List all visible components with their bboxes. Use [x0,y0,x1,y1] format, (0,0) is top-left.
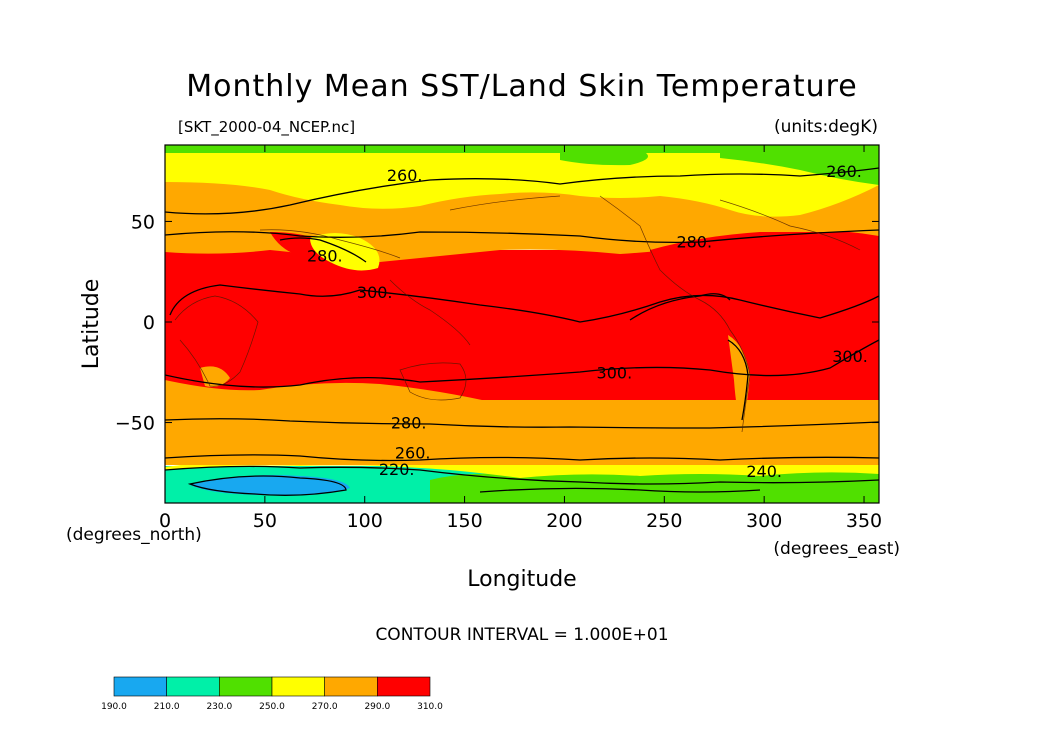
colorbar-swatch [166,676,220,697]
chart-title: Monthly Mean SST/Land Skin Temperature [186,69,857,104]
band-tropics-south-edge [165,380,879,420]
x-unit-label: (degrees_east) [773,539,900,559]
x-tick-label: 100 [347,510,383,532]
colorbar: 190.0 210.0 230.0 250.0 270.0 290.0 310.0 [101,676,443,712]
plot-frame [164,144,880,504]
colorbar-level-label: 270.0 [312,702,338,712]
colorbar-level-label: 250.0 [259,702,285,712]
band-antarctic-deep [190,475,350,496]
band-antarctic-cold-green [430,467,879,503]
x-axis: 0 50 100 150 200 250 300 350 [159,145,882,532]
colorbar-level-label: 310.0 [417,702,443,712]
y-axis: −50 0 50 [115,211,879,435]
band-arctic-top [165,145,879,153]
colorbar-level-label: 230.0 [206,702,232,712]
x-tick-label: 350 [846,510,882,532]
contour-lines [165,167,879,496]
land-americas-warm [650,229,879,269]
contour-label: 300. [597,363,633,382]
y-tick-label: 0 [143,312,155,334]
contour-label: 280. [676,233,712,252]
contour-label: 280. [391,414,427,433]
colorbar-level-label: 290.0 [364,702,390,712]
map-plot-area: 260. 260.280.280.300.300.300.280.260.220.… [165,145,879,503]
y-tick-label: 50 [131,211,155,233]
x-tick-label: 250 [646,510,682,532]
contour-label: 300. [357,283,393,302]
contour-label: 280. [307,247,343,266]
y-axis-label: Latitude [79,279,104,370]
colorbar-swatch [113,676,167,697]
colorbar-swatch [219,676,273,697]
band-tropics [165,250,879,400]
colorbar-swatch [271,676,325,697]
chart-subtitle-file: [SKT_2000-04_NCEP.nc] [178,118,355,137]
land-south-africa [200,366,230,387]
chart-subtitle-units: (units:degK) [774,117,878,137]
contour-label: 240. [746,462,782,481]
contour-labels: 260. 260.280.280.300.300.300.280.260.220.… [307,162,868,481]
colorbar-swatch [377,676,431,697]
x-tick-label: 150 [446,510,482,532]
x-tick-label: 50 [253,510,277,532]
land-greenland [560,148,648,166]
coastlines [174,195,861,433]
contour-label: 260. [826,162,862,181]
colorbar-swatch [324,676,378,697]
x-tick-label: 300 [746,510,782,532]
contour-label: 220. [379,460,415,479]
land-canadian-arctic [720,150,879,185]
colorbar-level-label: 190.0 [101,702,127,712]
contour-interval-note: CONTOUR INTERVAL = 1.000E+01 [375,625,668,645]
x-tick-label: 0 [159,510,171,532]
y-unit-label: (degrees_north) [66,525,202,545]
contour-label: 300. [832,347,868,366]
contour-label: 260. [387,166,423,185]
band-north-cold [165,150,879,217]
y-tick-label: −50 [115,413,155,435]
contour-label: 260. [395,444,431,463]
x-axis-label: Longitude [467,567,576,592]
colorbar-level-label: 210.0 [154,702,180,712]
x-tick-label: 200 [546,510,582,532]
